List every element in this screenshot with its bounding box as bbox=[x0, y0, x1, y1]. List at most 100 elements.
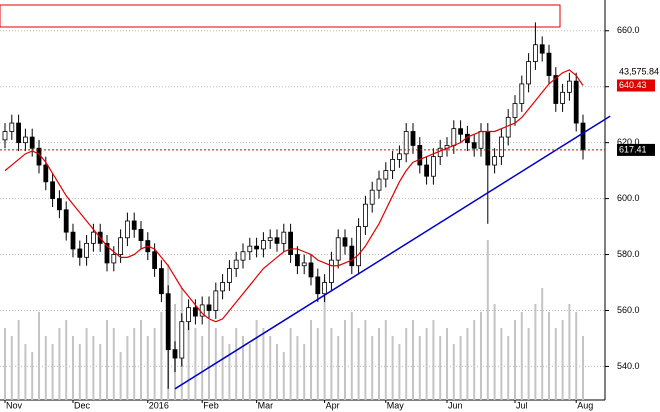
y-tick-label: 580.0 bbox=[617, 249, 640, 259]
volume-bar bbox=[24, 344, 27, 400]
volume-bar bbox=[72, 336, 74, 400]
volume-bar bbox=[248, 344, 251, 400]
candle-body bbox=[36, 147, 42, 166]
volume-bar bbox=[262, 328, 265, 400]
candle-body bbox=[485, 131, 491, 166]
candle-body bbox=[553, 75, 559, 104]
close-label-box bbox=[617, 143, 655, 156]
volume-bar bbox=[276, 344, 278, 400]
candle-body bbox=[111, 254, 117, 264]
volume-bar bbox=[4, 328, 6, 400]
x-tick-label: Dec bbox=[74, 400, 91, 410]
volume-bar bbox=[337, 336, 340, 400]
volume-bar bbox=[446, 328, 448, 400]
volume-bar bbox=[364, 320, 367, 400]
candle-body bbox=[458, 128, 464, 135]
volume-bar bbox=[140, 320, 142, 400]
candle-body bbox=[526, 61, 531, 85]
volume-bar bbox=[242, 336, 244, 400]
candle-body bbox=[322, 282, 328, 295]
volume-bar bbox=[296, 336, 299, 400]
trend-line bbox=[174, 115, 611, 390]
x-tick-label: Feb bbox=[203, 400, 219, 410]
volume-bar bbox=[201, 336, 204, 400]
x-tick-label: Jul bbox=[516, 400, 528, 410]
candle-body bbox=[308, 262, 314, 278]
volume-bar bbox=[582, 336, 584, 400]
annotation-box bbox=[0, 4, 561, 28]
volume-bar bbox=[412, 320, 414, 400]
volume-bar bbox=[371, 336, 374, 400]
candle-body bbox=[260, 240, 266, 250]
candle-body bbox=[403, 131, 409, 155]
volume-bar bbox=[452, 344, 455, 400]
volume-bar bbox=[17, 320, 20, 400]
volume-bar bbox=[160, 312, 163, 400]
y-tick-label: 540.0 bbox=[617, 361, 640, 371]
volume-bar bbox=[133, 328, 136, 400]
candle-body bbox=[104, 242, 110, 264]
candle-body bbox=[424, 164, 430, 177]
volume-bar bbox=[235, 328, 238, 400]
candle-body bbox=[16, 122, 22, 144]
candle-body bbox=[274, 237, 280, 244]
candle-body bbox=[57, 198, 62, 211]
candle-body bbox=[233, 259, 239, 269]
candle-body bbox=[240, 251, 246, 261]
volume-bar bbox=[357, 328, 360, 400]
x-tick-label: Mar bbox=[258, 400, 274, 410]
volume-bar bbox=[425, 328, 428, 400]
volume-bar bbox=[194, 328, 197, 400]
volume-bar bbox=[78, 344, 81, 400]
x-tick-label: May bbox=[387, 400, 405, 410]
x-tick-label: Jun bbox=[448, 400, 463, 410]
candle-body bbox=[478, 131, 484, 149]
candle-body bbox=[471, 142, 477, 149]
x-tick-label: Aug bbox=[577, 400, 593, 410]
candle-body bbox=[288, 231, 294, 255]
volume-bar bbox=[520, 312, 523, 400]
volume-bar bbox=[439, 336, 442, 400]
volume-bar bbox=[269, 336, 272, 400]
x-tick-label: Nov bbox=[6, 400, 23, 410]
volume-bar bbox=[31, 352, 34, 400]
candle-body bbox=[165, 293, 171, 351]
candle-body bbox=[573, 80, 579, 124]
candle-body bbox=[342, 237, 348, 247]
candle-body bbox=[315, 276, 321, 295]
volume-bar bbox=[99, 344, 102, 400]
volume-bar bbox=[316, 328, 319, 400]
candle-body bbox=[349, 245, 355, 267]
candle-body bbox=[118, 237, 123, 255]
volume-bar bbox=[432, 320, 435, 400]
candle-body bbox=[301, 262, 307, 267]
volume-bar bbox=[221, 336, 224, 400]
candle-body bbox=[533, 44, 538, 62]
candle-body bbox=[158, 268, 164, 295]
volume-bar bbox=[480, 312, 482, 400]
volume-bar bbox=[500, 328, 503, 400]
moving-average bbox=[4, 69, 584, 323]
volume-bar bbox=[378, 328, 380, 400]
candle-body bbox=[43, 164, 49, 183]
candle-body bbox=[50, 181, 55, 200]
volume-bar bbox=[119, 352, 122, 400]
volume-bar bbox=[282, 352, 285, 400]
candle-body bbox=[560, 91, 565, 104]
volume-bar bbox=[10, 336, 13, 400]
y-tick-label: 560.0 bbox=[617, 305, 640, 315]
volume-bar bbox=[418, 336, 421, 400]
candle-body bbox=[383, 170, 389, 180]
candle-body bbox=[505, 117, 511, 138]
volume-bar bbox=[568, 304, 571, 400]
ma-label-box bbox=[617, 79, 655, 92]
volume-bar bbox=[534, 304, 537, 400]
volume-bar bbox=[85, 328, 88, 400]
volume-bar bbox=[575, 312, 578, 400]
candle-body bbox=[410, 131, 416, 146]
volume-bar bbox=[527, 328, 530, 400]
y-tick-label: 660.0 bbox=[617, 25, 640, 35]
candle-body bbox=[390, 159, 396, 172]
volume-bar bbox=[112, 328, 115, 400]
